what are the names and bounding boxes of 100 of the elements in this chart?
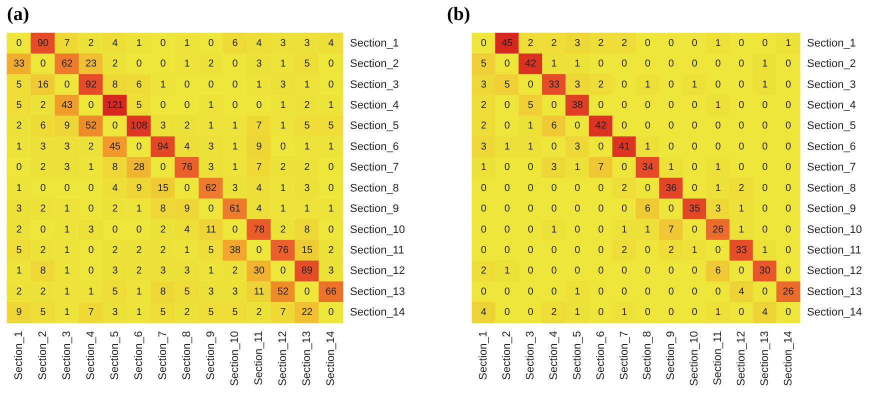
data-label: 7 bbox=[256, 162, 262, 174]
data-label: 0 bbox=[136, 58, 142, 70]
data-label: 2 bbox=[136, 266, 142, 277]
x-tick-label: Section_3 bbox=[524, 331, 537, 380]
data-label: 52 bbox=[277, 286, 289, 298]
data-label: 0 bbox=[256, 245, 262, 256]
data-label: 1 bbox=[574, 307, 581, 318]
data-label: 0 bbox=[160, 162, 166, 174]
data-label: 0 bbox=[598, 286, 604, 298]
data-label: 4 bbox=[738, 286, 745, 298]
data-label: 121 bbox=[106, 100, 124, 111]
data-label: 0 bbox=[598, 245, 604, 256]
data-label: 43 bbox=[61, 100, 73, 111]
data-label: 0 bbox=[328, 79, 334, 90]
y-tick-label: Section_13 bbox=[350, 286, 406, 298]
y-tick-label: Section_4 bbox=[807, 100, 856, 112]
data-label: 2 bbox=[40, 286, 46, 298]
data-label: 1 bbox=[280, 204, 286, 215]
data-label: 1 bbox=[136, 286, 142, 298]
data-label: 4 bbox=[256, 204, 262, 215]
data-label: 0 bbox=[668, 204, 674, 215]
data-label: 62 bbox=[205, 182, 217, 194]
x-tick-label: Section_13 bbox=[301, 331, 313, 386]
data-label: 0 bbox=[692, 100, 698, 111]
y-tick-label: Section_13 bbox=[807, 286, 862, 298]
data-label: 0 bbox=[208, 79, 214, 90]
y-tick-label: Section_14 bbox=[807, 306, 862, 319]
data-label: 5 bbox=[40, 307, 46, 318]
data-label: 0 bbox=[786, 307, 792, 318]
data-label: 0 bbox=[668, 38, 674, 49]
data-label: 0 bbox=[622, 120, 628, 132]
data-label: 1 bbox=[551, 58, 558, 70]
data-label: 0 bbox=[64, 182, 70, 194]
data-label: 8 bbox=[40, 266, 46, 277]
data-label: 0 bbox=[668, 141, 674, 152]
data-label: 2 bbox=[16, 286, 22, 298]
x-tick-label: Section_4 bbox=[548, 331, 560, 380]
data-label: 0 bbox=[762, 120, 768, 132]
data-label: 0 bbox=[64, 79, 70, 90]
y-tick-label: Section_7 bbox=[807, 162, 856, 174]
data-label: 0 bbox=[786, 182, 792, 194]
data-label: 1 bbox=[208, 266, 214, 277]
data-label: 3 bbox=[160, 266, 166, 277]
data-label: 0 bbox=[668, 100, 674, 111]
data-label: 4 bbox=[184, 141, 190, 152]
data-label: 0 bbox=[598, 141, 604, 152]
data-label: 0 bbox=[528, 182, 534, 194]
data-label: 5 bbox=[16, 100, 22, 111]
x-tick-label: Section_9 bbox=[205, 331, 217, 380]
data-label: 7 bbox=[668, 224, 674, 236]
data-label: 1 bbox=[786, 38, 792, 49]
data-label: 0 bbox=[16, 38, 22, 49]
data-label: 0 bbox=[644, 120, 651, 132]
data-label: 0 bbox=[786, 100, 792, 111]
data-label: 1 bbox=[280, 100, 286, 111]
data-label: 0 bbox=[715, 120, 722, 132]
data-label: 0 bbox=[692, 266, 698, 277]
data-label: 0 bbox=[598, 58, 604, 70]
y-tick-label: Section_8 bbox=[350, 182, 399, 194]
data-label: 5 bbox=[480, 58, 487, 70]
data-label: 76 bbox=[181, 162, 193, 174]
data-label: 0 bbox=[574, 245, 581, 256]
x-tick-label: Section_6 bbox=[133, 331, 145, 380]
data-label: 5 bbox=[208, 307, 214, 318]
data-label: 41 bbox=[618, 141, 630, 152]
data-label: 0 bbox=[328, 162, 334, 174]
data-label: 3 bbox=[208, 286, 214, 298]
data-label: 2 bbox=[16, 224, 22, 236]
data-label: 3 bbox=[16, 204, 22, 215]
data-label: 3 bbox=[480, 141, 487, 152]
data-label: 0 bbox=[480, 182, 487, 194]
data-label: 3 bbox=[574, 79, 581, 90]
data-label: 108 bbox=[130, 120, 148, 132]
data-label: 2 bbox=[112, 58, 118, 70]
data-label: 0 bbox=[738, 162, 745, 174]
data-label: 0 bbox=[692, 38, 698, 49]
data-label: 2 bbox=[184, 307, 190, 318]
data-label: 0 bbox=[504, 120, 510, 132]
data-label: 0 bbox=[762, 100, 768, 111]
x-tick-label: Section_1 bbox=[13, 331, 25, 380]
data-label: 1 bbox=[738, 204, 745, 215]
x-tick-label: Section_9 bbox=[665, 331, 678, 380]
data-label: 0 bbox=[644, 38, 651, 49]
data-label: 8 bbox=[160, 286, 166, 298]
data-label: 0 bbox=[480, 286, 487, 298]
data-label: 1 bbox=[88, 162, 94, 174]
data-label: 2 bbox=[160, 224, 166, 236]
data-label: 0 bbox=[644, 245, 651, 256]
data-label: 1 bbox=[184, 38, 190, 49]
data-label: 0 bbox=[88, 182, 94, 194]
data-label: 3 bbox=[328, 266, 334, 277]
data-label: 7 bbox=[598, 162, 604, 174]
data-label: 8 bbox=[304, 224, 310, 236]
data-label: 0 bbox=[551, 141, 558, 152]
data-label: 8 bbox=[112, 162, 118, 174]
data-label: 0 bbox=[598, 307, 604, 318]
data-label: 1 bbox=[762, 58, 768, 70]
data-label: 0 bbox=[528, 204, 534, 215]
data-label: 1 bbox=[304, 141, 310, 152]
data-label: 0 bbox=[715, 245, 722, 256]
